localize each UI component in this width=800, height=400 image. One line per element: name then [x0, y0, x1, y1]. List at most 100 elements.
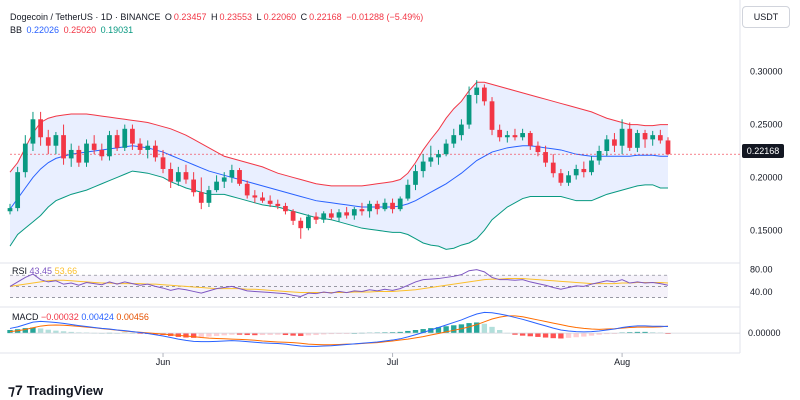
- macd-histogram-bar: [512, 333, 518, 335]
- candle-body: [520, 133, 525, 138]
- macd-histogram-bar: [642, 331, 648, 334]
- candle-body: [397, 198, 403, 210]
- candle-body: [260, 197, 265, 201]
- macd-histogram-bar: [267, 333, 273, 335]
- candle-body: [91, 143, 97, 150]
- candle-body: [175, 172, 181, 182]
- candle-body: [7, 208, 13, 212]
- candle-body: [474, 87, 480, 95]
- candle-body: [76, 149, 82, 163]
- macd-legend[interactable]: MACD −0.00032 0.00424 0.00456: [12, 312, 149, 322]
- bb-band-fill: [10, 82, 668, 250]
- candle-body: [198, 192, 204, 203]
- macd-histogram-bar: [650, 332, 656, 334]
- macd-histogram-bar: [604, 333, 610, 335]
- candle-body: [489, 101, 495, 130]
- macd-histogram-bar: [137, 333, 143, 334]
- candle-body: [619, 128, 625, 146]
- tradingview-logo[interactable]: ⁊7 TradingView: [8, 382, 103, 399]
- candle-body: [359, 209, 365, 212]
- macd-histogram-bar: [420, 329, 426, 334]
- macd-histogram-bar: [53, 330, 59, 334]
- candle-body: [321, 213, 327, 220]
- candle-body: [183, 172, 189, 180]
- low-value: 0.22060: [263, 12, 297, 22]
- candle-body: [482, 87, 487, 102]
- macd-histogram-bar: [535, 333, 541, 337]
- macd-histogram-bar: [588, 333, 595, 336]
- macd-label: MACD: [12, 312, 39, 322]
- candle-body: [336, 212, 342, 218]
- candle-body: [642, 133, 648, 140]
- tradingview-logo-icon: ⁊7: [8, 382, 23, 398]
- macd-histogram-bar: [527, 333, 533, 337]
- candle-body: [650, 135, 656, 140]
- candle-body: [298, 220, 304, 229]
- candle-body: [550, 162, 556, 174]
- candle-body: [237, 170, 242, 184]
- close-value: 0.22168: [309, 12, 342, 22]
- axes: 0.15000 0.20000 0.25000 0.30000 Jun Jul Aug: [156, 67, 783, 367]
- macd-histogram-bar: [183, 333, 189, 338]
- candle-body: [558, 173, 564, 183]
- macd-histogram-bar: [229, 333, 235, 335]
- symbol-title[interactable]: Dogecoin / TetherUS · 1D · BINANCE: [10, 12, 161, 22]
- rsi-label: RSI: [12, 266, 28, 276]
- macd-histogram-bar: [343, 333, 350, 334]
- macd-tick-label: 0.00000: [748, 328, 781, 338]
- macd-hist-value: −0.00032: [41, 312, 79, 322]
- macd-pane: 0.00000: [7, 311, 781, 347]
- macd-histogram-bar: [634, 331, 641, 334]
- candle-body: [589, 160, 594, 173]
- rsi-pane: 40.00 80.00: [9, 265, 773, 298]
- candle-body: [84, 143, 89, 163]
- change-value: −0.01288 (−5.49%): [346, 12, 424, 22]
- macd-histogram-bar: [328, 333, 335, 335]
- candle-body: [665, 140, 671, 155]
- candle-body: [252, 195, 258, 198]
- rsi-value: 43.45: [29, 266, 53, 276]
- rsi-legend[interactable]: RSI 43.45 53.66: [12, 266, 77, 276]
- candle-body: [436, 154, 441, 158]
- candle-body: [573, 168, 579, 176]
- candle-body: [45, 137, 51, 146]
- macd-histogram-bar: [68, 331, 74, 334]
- macd-histogram-bar: [466, 323, 472, 334]
- candle-body: [160, 157, 166, 169]
- price-tick-label: 0.20000: [750, 172, 783, 182]
- candle-body: [596, 151, 602, 161]
- bb-label: BB: [10, 25, 23, 35]
- candle-body: [351, 209, 357, 216]
- symbol-header[interactable]: Dogecoin / TetherUS · 1D · BINANCE O 0.23…: [10, 12, 425, 22]
- candle-body: [61, 135, 66, 159]
- macd-histogram-bar: [558, 333, 564, 339]
- candle-body: [137, 143, 143, 150]
- last-price-label: 0.22168: [742, 144, 784, 158]
- candle-body: [451, 135, 457, 144]
- macd-histogram-bar: [412, 330, 419, 334]
- macd-histogram-bar: [206, 333, 212, 337]
- macd-histogram-bar: [313, 333, 319, 336]
- macd-histogram-bar: [382, 332, 388, 334]
- macd-histogram-bar: [389, 332, 396, 334]
- grid-lines: [0, 0, 741, 354]
- candle-body: [214, 181, 219, 191]
- bb-upper-value: 0.25020: [63, 25, 97, 35]
- candle-body: [283, 205, 288, 212]
- candle-body: [130, 128, 135, 144]
- bb-legend[interactable]: BB 0.22026 0.25020 0.19031: [10, 25, 135, 35]
- macd-histogram-bar: [451, 325, 457, 334]
- candle-body: [413, 171, 418, 185]
- macd-histogram-bar: [60, 331, 67, 334]
- macd-histogram-bar: [236, 333, 243, 335]
- candle-body: [107, 135, 112, 157]
- candle-body: [543, 152, 548, 163]
- candle-body: [405, 184, 411, 199]
- macd-histogram-bar: [474, 322, 480, 334]
- price-tick-label: 0.25000: [750, 120, 783, 130]
- macd-histogram-bar: [435, 327, 442, 334]
- candle-body: [306, 216, 311, 229]
- macd-histogram-bar: [443, 326, 449, 334]
- currency-selector[interactable]: USDT: [742, 6, 790, 28]
